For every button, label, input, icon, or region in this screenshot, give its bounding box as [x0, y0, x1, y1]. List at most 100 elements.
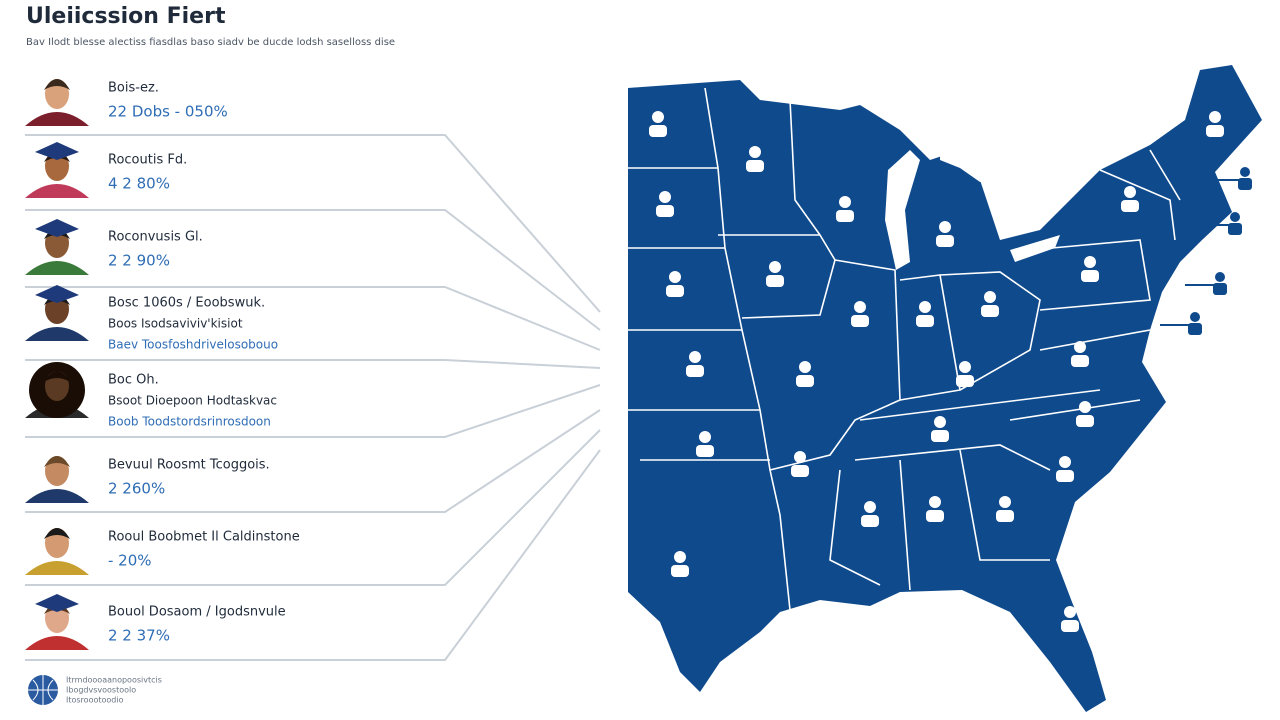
- icon-body: [671, 565, 689, 577]
- icon-body: [696, 445, 714, 457]
- footer-text: Itrmdoooaanopoosivtcis: [66, 676, 162, 685]
- map-icon: [861, 501, 879, 527]
- row: Bouol Dosaom / Igodsnvule 2 2 37%: [25, 594, 286, 650]
- row: Roconvusis Gl. 2 2 90%: [25, 219, 203, 275]
- map-icon: [996, 496, 1014, 522]
- icon-head: [669, 271, 681, 283]
- map-icon: [746, 146, 764, 172]
- icon-head: [1074, 341, 1086, 353]
- row: Bosc 1060s / Eoobswuk. Boos Isodsaviviv'k…: [25, 285, 278, 352]
- grad-cap: [35, 285, 79, 303]
- footer: ItrmdoooaanopoosivtcisIbogdvsvoostooloIt…: [28, 675, 162, 705]
- map-icon: [1121, 186, 1139, 212]
- icon-body: [1061, 620, 1079, 632]
- icon-head: [1230, 212, 1240, 222]
- connector-lines: [25, 134, 601, 661]
- map-icon: [1056, 456, 1074, 482]
- row-value: 4 2 80%: [108, 175, 170, 193]
- avatar-body: [25, 489, 89, 503]
- icon-head: [854, 301, 866, 313]
- icon-body: [666, 285, 684, 297]
- icon-head: [984, 291, 996, 303]
- icon-body: [851, 315, 869, 327]
- icon-body: [791, 465, 809, 477]
- row-value: Boob Toodstordsrinrosdoon: [108, 415, 271, 429]
- icon-head: [1240, 167, 1250, 177]
- icon-head: [659, 191, 671, 203]
- map-icon: [1206, 111, 1224, 137]
- icon-head: [1209, 111, 1221, 123]
- icon-body: [1071, 355, 1089, 367]
- icon-body: [1056, 470, 1074, 482]
- row-value: 2 260%: [108, 480, 165, 498]
- icon-body: [1188, 323, 1202, 335]
- footer-text: Ibogdvsvoostoolo: [66, 686, 136, 695]
- map-icon: [926, 496, 944, 522]
- row-value: Baev Toosfoshdrivelosobouo: [108, 338, 278, 352]
- icon-head: [769, 261, 781, 273]
- map-icon: [696, 431, 714, 457]
- map-icon: [916, 301, 934, 327]
- icon-head: [1215, 272, 1225, 282]
- icon-body: [796, 375, 814, 387]
- row-value: 22 Dobs - 050%: [108, 103, 228, 121]
- map-icon: [1076, 401, 1094, 427]
- icon-head: [689, 351, 701, 363]
- avatar-body: [25, 184, 89, 198]
- icon-head: [939, 221, 951, 233]
- map-icon: [981, 291, 999, 317]
- icon-body: [656, 205, 674, 217]
- icon-head: [934, 416, 946, 428]
- icon-body: [936, 235, 954, 247]
- icon-body: [686, 365, 704, 377]
- icon-body: [1213, 283, 1227, 295]
- row: Bevuul Roosmt Tcoggois. 2 260%: [25, 456, 270, 503]
- row-value: - 20%: [108, 552, 152, 570]
- icon-body: [1238, 178, 1252, 190]
- row-label: Bosc 1060s / Eoobswuk.: [108, 296, 265, 311]
- map-icon: [851, 301, 869, 327]
- icon-body: [766, 275, 784, 287]
- row-list: Bois-ez. 22 Dobs - 050% Rocoutis Fd. 4 2 80…: [25, 79, 300, 650]
- map-icon: [671, 551, 689, 577]
- map-icon: [1071, 341, 1089, 367]
- row-detail: Bsoot Dioepoon Hodtaskvac: [108, 394, 277, 408]
- grad-cap: [35, 219, 79, 237]
- row-label: Rooul Boobmet Il Caldinstone: [108, 530, 300, 545]
- avatar-hair: [44, 79, 70, 90]
- icon-body: [996, 510, 1014, 522]
- icon-body: [746, 160, 764, 172]
- row-label: Rocoutis Fd.: [108, 153, 187, 168]
- map-icon: [1081, 256, 1099, 282]
- avatar-hair: [44, 456, 70, 467]
- map-icon: [936, 221, 954, 247]
- row: Boc Oh. Bsoot Dioepoon Hodtaskvac Boob Too…: [25, 362, 277, 429]
- row-detail: Boos Isodsaviviv'kisiot: [108, 317, 243, 331]
- footer-text: Itosroootoodio: [66, 696, 124, 705]
- grad-cap: [35, 594, 79, 612]
- icon-body: [981, 305, 999, 317]
- icon-head: [959, 361, 971, 373]
- borders: [628, 87, 1181, 611]
- row: Rocoutis Fd. 4 2 80%: [25, 142, 187, 198]
- icon-head: [674, 551, 686, 563]
- map-icon: [931, 416, 949, 442]
- map-icon: [766, 261, 784, 287]
- avatar-body: [25, 636, 89, 650]
- icon-head: [1190, 312, 1200, 322]
- avatar-body: [25, 261, 89, 275]
- icon-head: [1064, 606, 1076, 618]
- row-value: 2 2 90%: [108, 252, 170, 270]
- icon-body: [1081, 270, 1099, 282]
- avatar-hair: [44, 371, 70, 382]
- icon-body: [1206, 125, 1224, 137]
- icon-body: [649, 125, 667, 137]
- row-label: Bouol Dosaom / Igodsnvule: [108, 605, 286, 620]
- icon-head: [864, 501, 876, 513]
- lake: [1010, 235, 1060, 262]
- icon-head: [794, 451, 806, 463]
- row: Rooul Boobmet Il Caldinstone - 20%: [25, 528, 300, 575]
- icon-head: [1084, 256, 1096, 268]
- icon-head: [699, 431, 711, 443]
- region-shape: [628, 65, 1262, 712]
